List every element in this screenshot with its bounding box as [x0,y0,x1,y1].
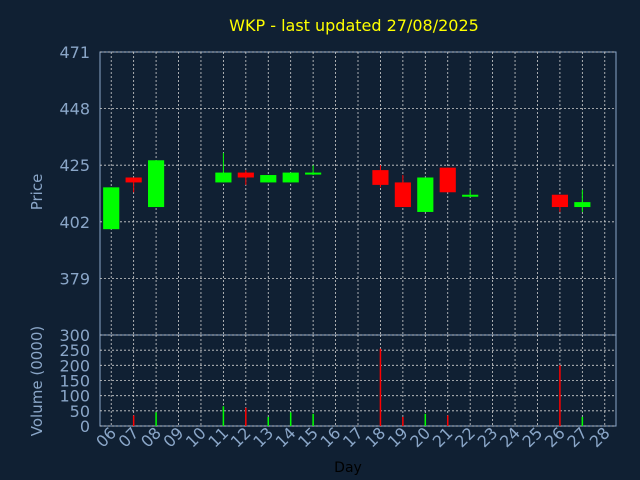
candle-body [551,194,568,208]
volume-axis-label: Volume (0000) [28,326,46,436]
x-tick-label: 28 [586,423,614,451]
candle-body [148,160,165,208]
volume-bar [289,412,292,426]
volume-tick-label: 100 [59,387,90,406]
volume-tick-label: 50 [70,402,90,421]
candle-body [439,167,456,193]
volume-tick-label: 200 [59,356,90,375]
candle-body [125,177,142,183]
volume-bar [312,413,314,426]
price-panel: 471 448 425 402 379 [59,43,617,336]
volume-bar [245,407,247,426]
volume-bar [155,412,157,426]
volume-bar [267,416,270,426]
candle-body [417,177,434,212]
volume-tick-label: 250 [59,341,90,360]
candle-body [237,172,254,178]
candle-body [215,172,232,183]
volume-tick-label: 0 [80,417,90,436]
price-axis-label: Price [28,174,46,211]
price-tick-label: 379 [59,269,90,288]
volume-bar [402,416,404,426]
price-tick-label: 402 [59,213,90,232]
chart-title: WKP - last updated 27/08/2025 [229,16,479,35]
volume-bar [581,416,584,426]
candle-body [462,194,479,197]
candle-body [372,170,389,185]
price-tick-label: 425 [59,156,90,175]
candle-body [103,187,120,230]
candle-body [394,182,411,208]
x-axis-label: Day [334,460,362,476]
volume-bar [379,348,382,426]
price-tick-label: 471 [59,43,90,62]
volume-tick-label: 150 [59,372,90,391]
volume-bar [424,413,427,426]
candle-body [574,202,591,208]
volume-bar [559,365,561,426]
candle-body [305,172,322,175]
volume-tick-label: 300 [59,326,90,345]
volume-bar [132,415,135,426]
x-axis: 0607080910111213141516171819202122232425… [92,423,613,451]
candle-body [282,172,299,183]
volume-bar [222,406,225,426]
candle-body [260,175,277,183]
volume-bar [446,415,449,426]
price-tick-label: 448 [59,100,90,119]
